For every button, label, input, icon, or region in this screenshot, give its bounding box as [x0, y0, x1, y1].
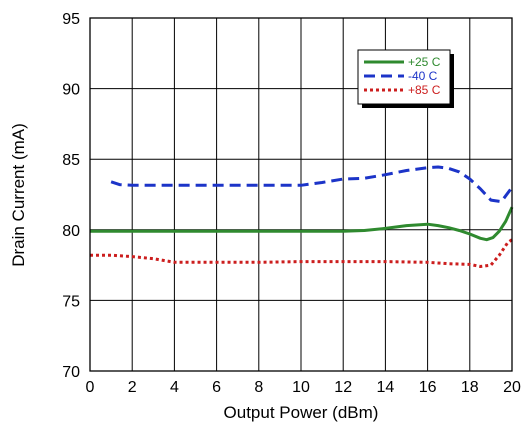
x-tick-label: 8 — [254, 379, 263, 396]
x-tick-label: 14 — [377, 379, 395, 396]
series-line-0 — [90, 206, 514, 242]
legend: +25 C-40 C+85 C — [357, 49, 454, 108]
x-tick-label: 18 — [461, 379, 479, 396]
x-tick-label: 4 — [170, 379, 179, 396]
y-tick-label: 90 — [62, 82, 80, 99]
x-tick-labels: 0 2 4 6 8 10 12 14 16 18 20 — [86, 379, 521, 396]
legend-label-2: +85 C — [408, 83, 441, 97]
x-tick-label: 12 — [334, 379, 352, 396]
x-tick-label: 20 — [503, 379, 521, 396]
plot-frame — [89, 17, 513, 372]
y-tick-label: 75 — [62, 293, 80, 310]
x-tick-label: 6 — [212, 379, 221, 396]
x-tick-label: 16 — [419, 379, 437, 396]
x-axis-label: Output Power (dBm) — [224, 403, 379, 422]
y-tick-labels: 70 75 80 85 90 95 — [62, 11, 80, 381]
y-tick-label: 80 — [62, 223, 80, 240]
y-tick-label: 85 — [62, 152, 80, 169]
legend-items: +25 C-40 C+85 C — [364, 55, 441, 97]
legend-label-0: +25 C — [408, 55, 441, 69]
y-tick-label: 70 — [62, 364, 80, 381]
x-tick-label: 2 — [128, 379, 137, 396]
series-layer — [90, 165, 514, 268]
x-tick-label: 0 — [86, 379, 95, 396]
legend-label-1: -40 C — [408, 69, 438, 83]
y-tick-label: 95 — [62, 11, 80, 28]
series-line-1 — [110, 165, 514, 204]
x-tick-label: 10 — [292, 379, 310, 396]
series-line-2 — [90, 238, 513, 268]
y-axis-label: Drain Current (mA) — [9, 123, 28, 267]
